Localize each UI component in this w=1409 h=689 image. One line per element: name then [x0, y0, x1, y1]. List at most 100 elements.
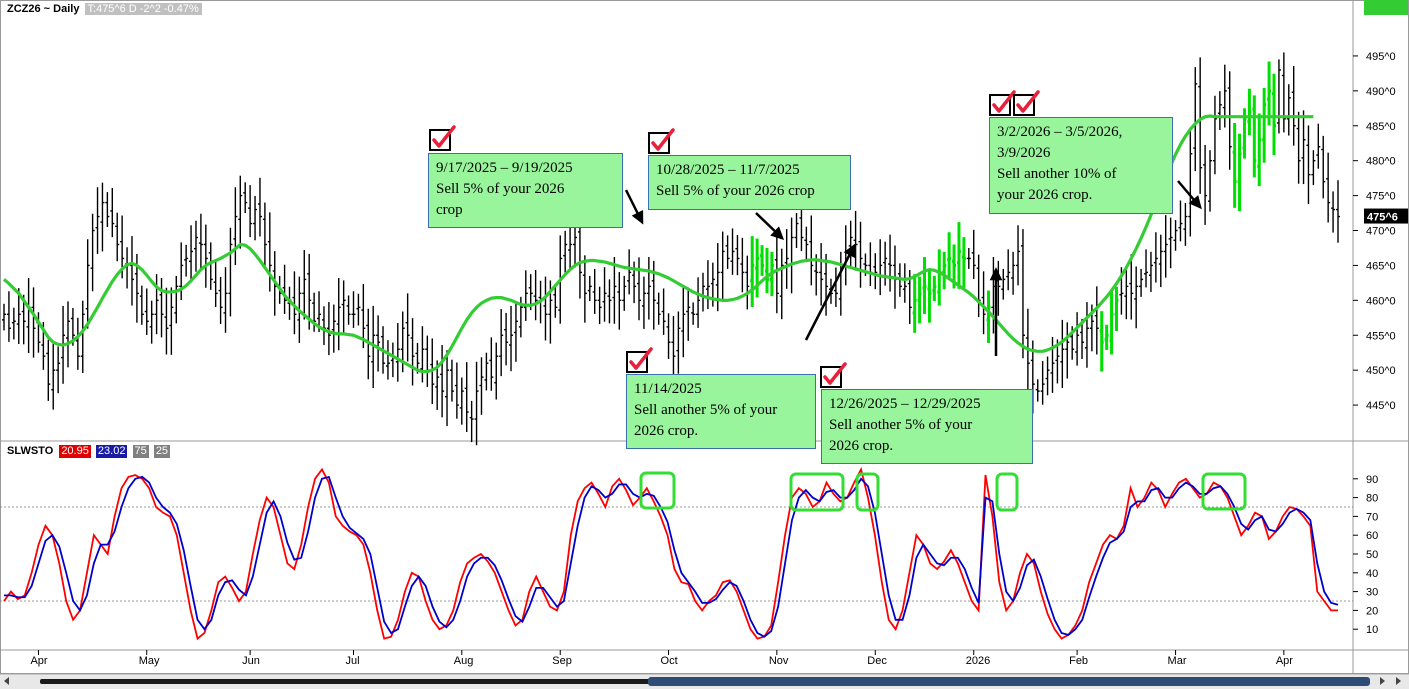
checkbox-icon [1013, 90, 1040, 116]
horizontal-scrollbar[interactable] [0, 674, 1409, 689]
callout-line: Sell another 5% of your [634, 402, 778, 418]
month-label: Nov [769, 655, 789, 667]
price-bar [1286, 84, 1291, 136]
arrow-head [843, 243, 856, 259]
price-bar [1080, 318, 1085, 359]
price-bar [671, 316, 676, 377]
price-bar [174, 275, 179, 324]
price-bar [661, 288, 666, 335]
price-bar [85, 239, 90, 329]
price-bar [440, 345, 445, 418]
price-bar [1326, 152, 1331, 223]
price-bar [1227, 71, 1232, 170]
price-bar [947, 232, 952, 280]
price-bar [563, 230, 568, 273]
checkbox-icon [820, 362, 847, 388]
price-bar [1020, 229, 1025, 359]
price-bar [607, 279, 612, 324]
price-bar [942, 251, 947, 290]
price-bar [853, 210, 858, 271]
price-bar [1306, 125, 1311, 204]
price-bar [873, 253, 878, 290]
price-bar [1252, 95, 1257, 178]
price-bar [1139, 268, 1144, 297]
annotation-arrow [755, 212, 785, 240]
price-bar [1188, 127, 1193, 237]
price-bar [1262, 88, 1267, 163]
price-bar [489, 337, 494, 391]
callout-mar: 3/2/2026 – 3/5/2026, 3/9/2026 Sell anoth… [989, 117, 1173, 214]
price-bar [95, 187, 100, 254]
indicator-name: SLWSTO [7, 445, 54, 457]
price-bar [169, 287, 174, 355]
scroll-end-icon[interactable] [1396, 677, 1401, 685]
month-label: 2026 [966, 655, 990, 667]
price-bar [129, 236, 134, 306]
price-bar [223, 267, 228, 333]
price-bar [794, 213, 799, 248]
month-label: Apr [1276, 655, 1293, 667]
price-bar [464, 362, 469, 432]
callout-nov14: 11/14/2025 Sell another 5% of your 2026 … [626, 374, 816, 449]
callout-line: 9/17/2025 – 9/19/2025 [436, 160, 573, 176]
month-label: May [139, 655, 160, 667]
price-bar [65, 301, 70, 368]
price-bar [1291, 66, 1296, 146]
price-bar [1006, 249, 1011, 291]
price-bar [1094, 286, 1099, 355]
price-bar [449, 359, 454, 402]
check-mark-icon [1016, 90, 1040, 113]
price-bar [976, 254, 981, 318]
price-bar [1153, 232, 1158, 283]
price-bar [504, 312, 509, 366]
price-bar [257, 177, 262, 237]
price-bar [356, 293, 361, 326]
price-bar [139, 285, 144, 325]
callout-line: 3/9/2026 [997, 145, 1051, 161]
price-tick-label: 480^0 [1366, 156, 1396, 168]
price-bar [351, 291, 356, 328]
price-bar [341, 280, 346, 334]
price-bar [233, 187, 238, 266]
callout-line: 2026 crop. [829, 438, 894, 454]
price-bar [302, 250, 307, 320]
price-bar [868, 242, 873, 287]
price-bar [80, 300, 85, 373]
price-bar [238, 175, 243, 249]
price-bar [1129, 254, 1134, 320]
price-bar [479, 357, 484, 415]
price-bar [1212, 95, 1217, 175]
price-bar [597, 286, 602, 325]
price-bar [1316, 123, 1321, 169]
scroll-left-icon[interactable] [4, 677, 9, 685]
chart-frame [0, 0, 1409, 674]
lower-level-value: 25 [153, 445, 171, 458]
price-bar [1075, 312, 1080, 366]
price-bar [189, 225, 194, 282]
price-bar [774, 233, 779, 314]
price-bar [203, 224, 208, 288]
checkbox-frame [820, 366, 842, 388]
price-bar [1296, 111, 1301, 184]
stoch-tick-label: 50 [1366, 549, 1378, 561]
price-bar [405, 293, 410, 362]
price-bar [1104, 324, 1109, 350]
price-bar [1099, 311, 1104, 372]
stoch-tick-label: 30 [1366, 587, 1378, 599]
checkbox-frame [1013, 94, 1035, 116]
price-bar [228, 227, 233, 317]
scroll-thumb[interactable] [648, 677, 1370, 686]
arrow-head [631, 209, 644, 225]
price-bar [16, 288, 21, 344]
price-bar [193, 220, 198, 272]
price-bar [1158, 234, 1163, 288]
stoch-tick-label: 20 [1366, 605, 1378, 617]
price-bar [902, 263, 907, 303]
price-bar [1257, 113, 1262, 187]
scroll-right-icon[interactable] [1380, 677, 1385, 685]
indicator-header: SLWSTO 20.95 23.02 75 25 [7, 445, 172, 458]
price-bar [1035, 379, 1040, 402]
price-tick-label: 475^0 [1366, 191, 1396, 203]
price-bar [1134, 266, 1139, 329]
